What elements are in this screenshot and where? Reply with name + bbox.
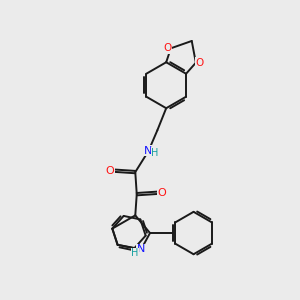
Text: H: H xyxy=(131,248,138,258)
Text: N: N xyxy=(144,146,153,156)
Text: O: O xyxy=(158,188,166,198)
Text: O: O xyxy=(195,58,203,68)
Text: H: H xyxy=(151,148,159,158)
Text: O: O xyxy=(106,166,115,176)
Text: N: N xyxy=(137,244,146,254)
Text: O: O xyxy=(163,43,172,53)
